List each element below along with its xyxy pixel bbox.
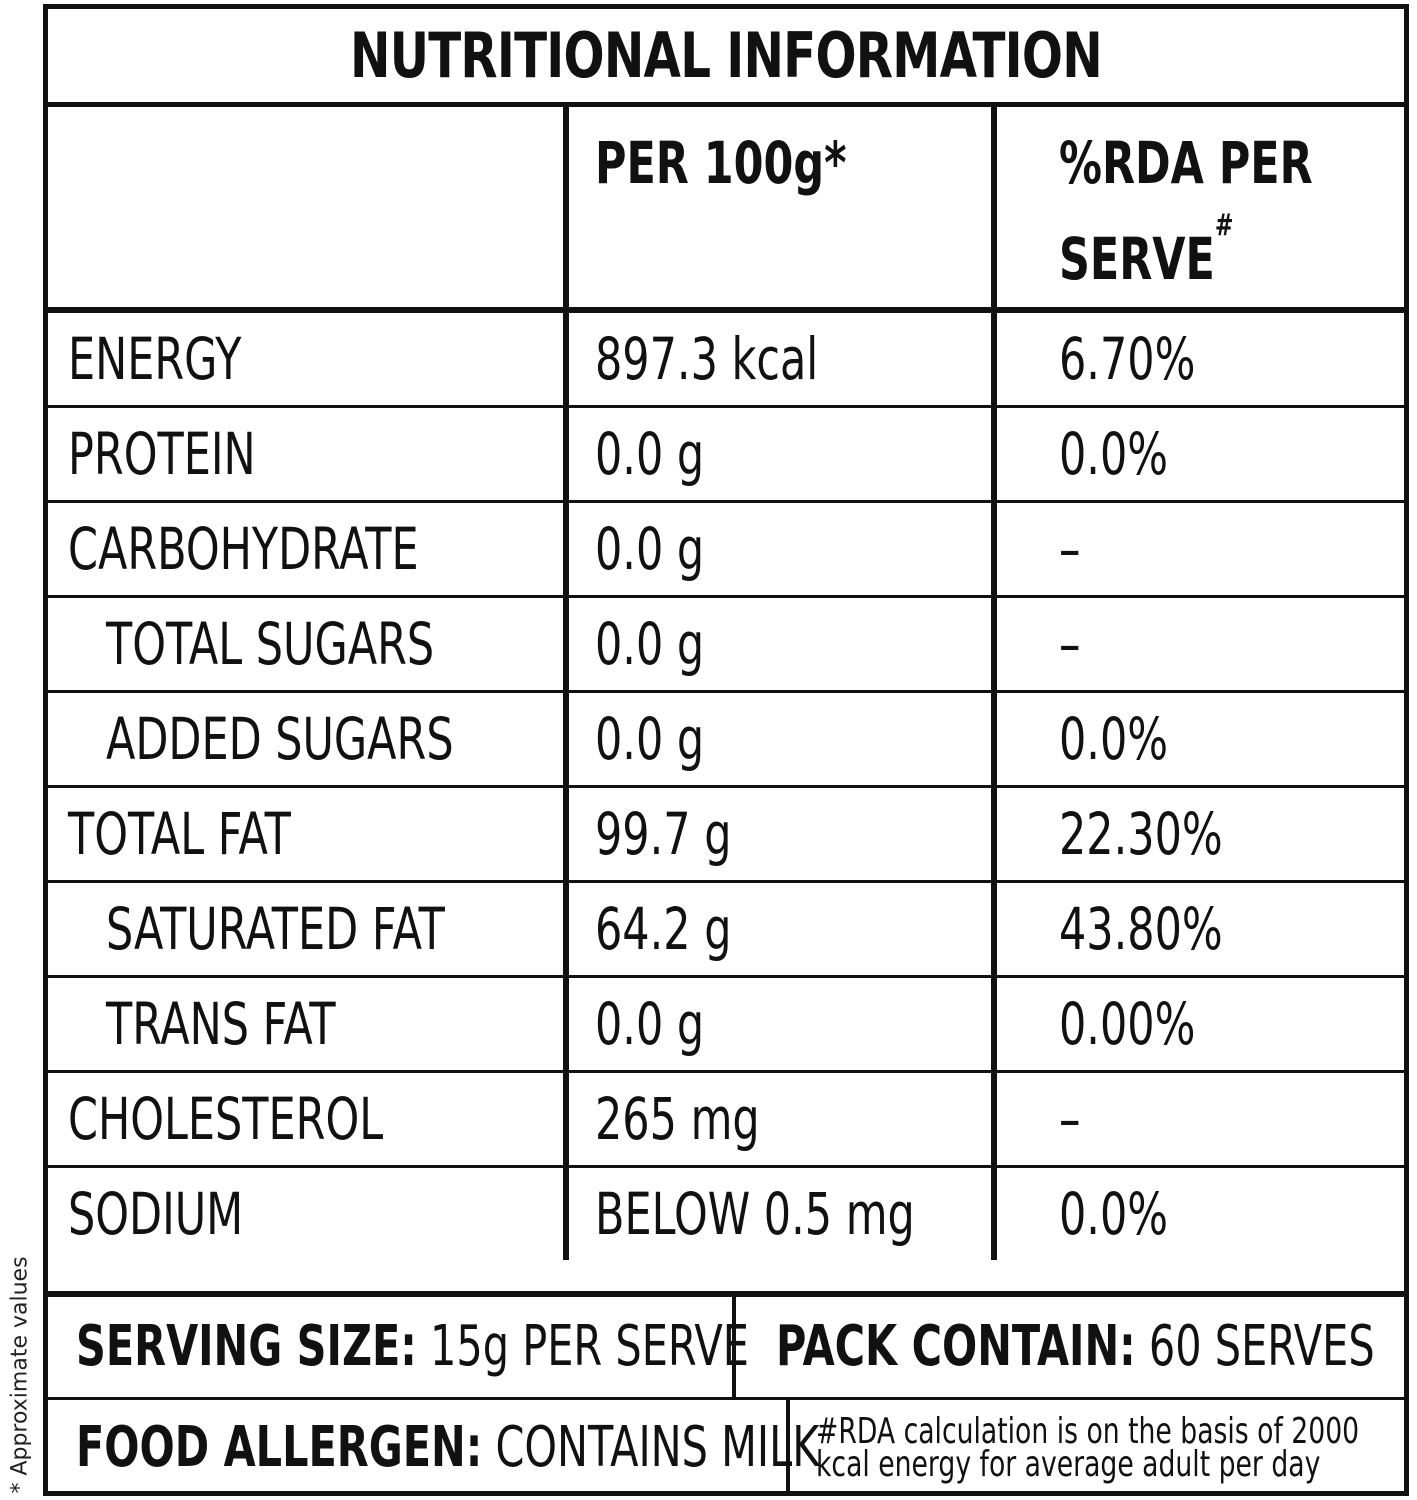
food-allergen-value: CONTAINS MILK xyxy=(482,1415,820,1480)
rda-value: 43.80% xyxy=(991,880,1404,977)
rda-footnote-line1: #RDA calculation is on the basis of 2000 xyxy=(816,1411,1360,1452)
pack-contain-value: 60 SERVES xyxy=(1135,1314,1375,1379)
rda-footnote: #RDA calculation is on the basis of 2000… xyxy=(790,1400,1404,1496)
per-100g-value: 897.3 kcal xyxy=(563,310,994,407)
table-header-row: PER 100g* %RDA PER SERVE# xyxy=(48,107,1404,313)
nutrition-table: PER 100g* %RDA PER SERVE# ENERGY 897.3 kc… xyxy=(48,107,1404,1260)
table-row: CARBOHYDRATE 0.0 g – xyxy=(48,500,1404,597)
per-100g-value: 0.0 g xyxy=(563,595,994,692)
nutrient-name: CARBOHYDRATE xyxy=(48,500,566,597)
rda-value: 0.0% xyxy=(991,1165,1404,1260)
nutrient-name: TRANS FAT xyxy=(48,975,566,1072)
table-row: PROTEIN 0.0 g 0.0% xyxy=(48,405,1404,502)
footer-row-allergen: FOOD ALLERGEN: CONTAINS MILK #RDA calcul… xyxy=(48,1400,1404,1496)
table-row: SODIUM BELOW 0.5 mg 0.0% xyxy=(48,1165,1404,1260)
per-100g-value: 0.0 g xyxy=(563,500,994,597)
rda-value: – xyxy=(991,595,1404,692)
nutrient-name: PROTEIN xyxy=(48,405,566,502)
serving-size-value: 15g PER SERVE xyxy=(416,1314,749,1379)
table-row: CHOLESTEROL 265 mg – xyxy=(48,1070,1404,1167)
rda-value: – xyxy=(991,1070,1404,1167)
pack-contain: PACK CONTAIN: 60 SERVES xyxy=(736,1297,1404,1397)
approximate-values-note: * Approximate values xyxy=(7,1256,33,1494)
nutrient-name: TOTAL SUGARS xyxy=(48,595,566,692)
nutrient-name: SODIUM xyxy=(48,1165,566,1260)
rda-value: 0.0% xyxy=(991,690,1404,787)
per-100g-value: BELOW 0.5 mg xyxy=(563,1165,994,1260)
panel-title: NUTRITIONAL INFORMATION xyxy=(350,19,1103,92)
table-row: SATURATED FAT 64.2 g 43.80% xyxy=(48,880,1404,977)
header-per-100g: PER 100g* xyxy=(563,107,994,313)
rda-value: 0.00% xyxy=(991,975,1404,1072)
rda-value: – xyxy=(991,500,1404,597)
nutrient-name: TOTAL FAT xyxy=(48,785,566,882)
rda-value: 22.30% xyxy=(991,785,1404,882)
footer-row-serving: SERVING SIZE: 15g PER SERVE PACK CONTAIN… xyxy=(48,1297,1404,1400)
table-row: ENERGY 897.3 kcal 6.70% xyxy=(48,310,1404,407)
pack-contain-label: PACK CONTAIN: xyxy=(776,1314,1136,1379)
header-nutrient xyxy=(48,107,566,313)
nutrient-name: ADDED SUGARS xyxy=(48,690,566,787)
per-100g-value: 64.2 g xyxy=(563,880,994,977)
table-row: TRANS FAT 0.0 g 0.00% xyxy=(48,975,1404,1072)
footer-section: SERVING SIZE: 15g PER SERVE PACK CONTAIN… xyxy=(48,1291,1404,1496)
per-100g-value: 0.0 g xyxy=(563,690,994,787)
header-rda-per-serve: %RDA PER SERVE# xyxy=(991,107,1404,313)
table-row: TOTAL FAT 99.7 g 22.30% xyxy=(48,785,1404,882)
per-100g-value: 99.7 g xyxy=(563,785,994,882)
header-rda-line2: SERVE xyxy=(1059,225,1215,293)
nutrient-name: ENERGY xyxy=(68,325,242,393)
rda-value: 0.0% xyxy=(991,405,1404,502)
title-bar: NUTRITIONAL INFORMATION xyxy=(48,9,1404,107)
per-100g-value: 265 mg xyxy=(563,1070,994,1167)
serving-size: SERVING SIZE: 15g PER SERVE xyxy=(48,1297,749,1397)
per-100g-value: 0.0 g xyxy=(563,405,994,502)
serving-size-label: SERVING SIZE: xyxy=(76,1314,417,1379)
table-row: ADDED SUGARS 0.0 g 0.0% xyxy=(48,690,1404,787)
rda-footnote-line2: kcal energy for average adult per day xyxy=(816,1444,1321,1485)
rda-value: 6.70% xyxy=(991,310,1404,407)
per-100g-value: 0.0 g xyxy=(563,975,994,1072)
food-allergen-label: FOOD ALLERGEN: xyxy=(76,1415,483,1480)
food-allergen: FOOD ALLERGEN: CONTAINS MILK xyxy=(48,1400,819,1496)
header-rda-mark: # xyxy=(1214,208,1234,243)
nutrient-name: SATURATED FAT xyxy=(48,880,566,977)
header-rda-line1: %RDA PER xyxy=(1059,129,1313,197)
nutrition-panel: NUTRITIONAL INFORMATION PER 100g* %RDA P… xyxy=(43,4,1409,1496)
nutrient-name: CHOLESTEROL xyxy=(48,1070,566,1167)
table-row: TOTAL SUGARS 0.0 g – xyxy=(48,595,1404,692)
